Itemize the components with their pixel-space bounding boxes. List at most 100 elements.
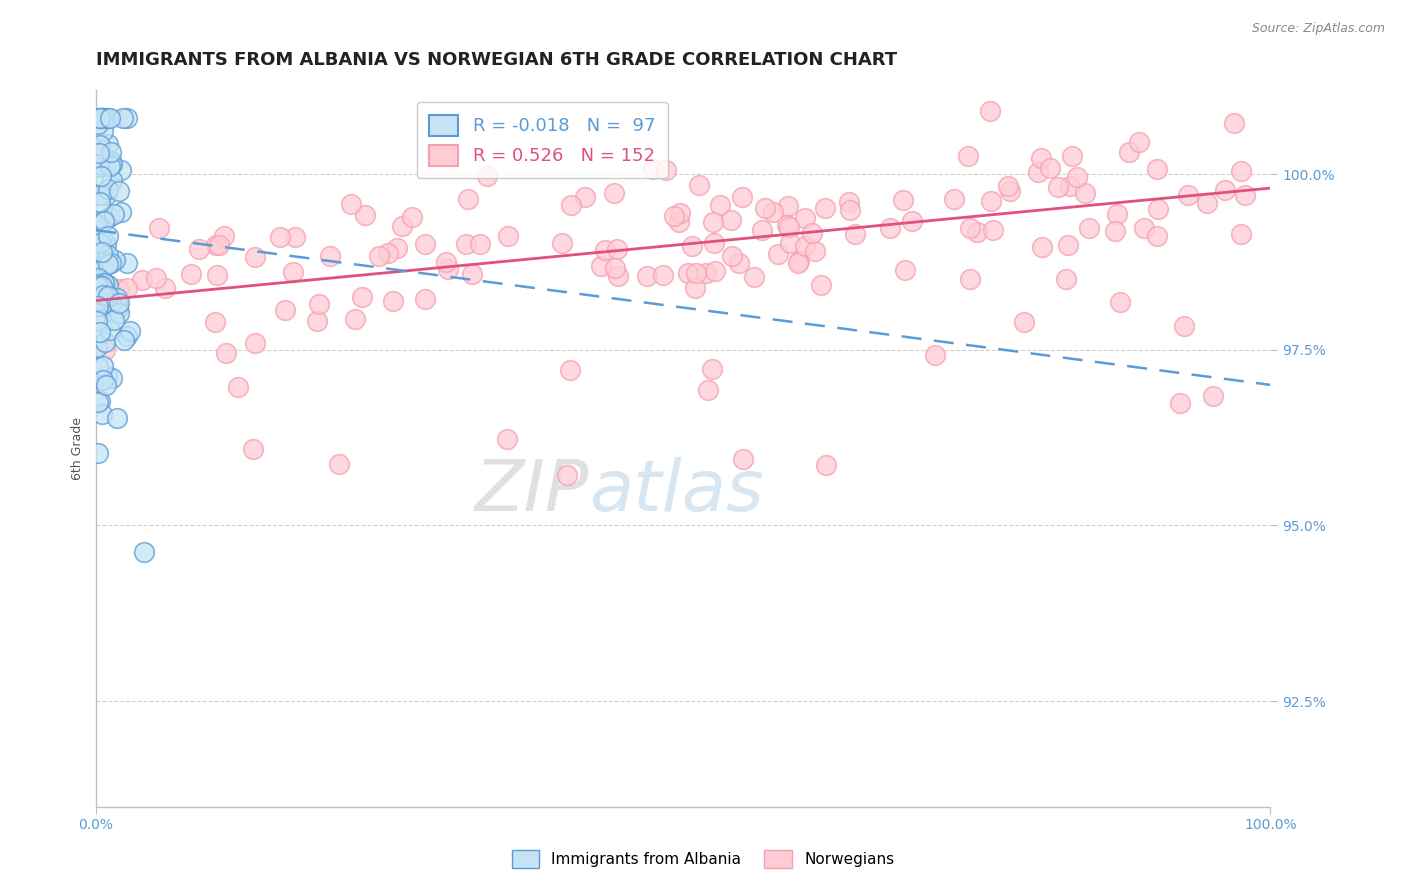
Point [96, 111, 118, 125]
Point [98, 323, 121, 337]
Point [1168, 396, 1191, 410]
Point [794, 239, 817, 253]
Point [91, 123, 114, 137]
Legend: Immigrants from Albania, Norwegians: Immigrants from Albania, Norwegians [506, 844, 900, 873]
Point [107, 184, 129, 198]
Point [91, 288, 114, 302]
Point [979, 103, 1001, 118]
Point [457, 192, 479, 206]
Point [762, 204, 785, 219]
Point [702, 214, 724, 228]
Point [87, 160, 110, 174]
Point [107, 296, 129, 310]
Point [695, 266, 717, 280]
Point [340, 197, 363, 211]
Point [308, 297, 330, 311]
Point [700, 362, 723, 376]
Point [813, 201, 835, 215]
Point [437, 261, 460, 276]
Point [636, 269, 658, 284]
Point [86, 278, 108, 293]
Point [786, 256, 808, 270]
Point [87, 293, 110, 307]
Point [91, 230, 114, 244]
Point [1012, 315, 1035, 329]
Point [377, 246, 399, 260]
Point [86, 314, 108, 328]
Point [1026, 165, 1049, 179]
Point [87, 299, 110, 313]
Point [413, 237, 436, 252]
Point [90, 296, 112, 310]
Point [91, 263, 114, 277]
Point [814, 458, 837, 472]
Point [839, 202, 862, 217]
Point [1039, 161, 1062, 175]
Point [688, 178, 710, 192]
Point [94, 299, 117, 313]
Point [89, 188, 111, 202]
Point [558, 362, 581, 376]
Point [350, 290, 373, 304]
Point [1029, 151, 1052, 165]
Point [1229, 227, 1251, 241]
Point [91, 279, 114, 293]
Point [90, 111, 112, 125]
Point [368, 249, 391, 263]
Point [1234, 188, 1257, 202]
Point [89, 325, 111, 339]
Point [1105, 206, 1128, 220]
Point [956, 149, 979, 163]
Point [112, 111, 135, 125]
Point [86, 340, 108, 354]
Point [242, 442, 264, 456]
Point [98, 287, 121, 301]
Point [1118, 145, 1140, 159]
Point [110, 163, 132, 178]
Point [959, 271, 981, 285]
Point [148, 220, 170, 235]
Point [97, 182, 120, 196]
Point [243, 336, 266, 351]
Point [381, 293, 404, 308]
Text: Source: ZipAtlas.com: Source: ZipAtlas.com [1251, 22, 1385, 36]
Point [105, 411, 128, 425]
Point [103, 207, 125, 221]
Point [731, 452, 754, 467]
Point [606, 242, 628, 256]
Point [228, 380, 250, 394]
Point [207, 268, 229, 283]
Point [1104, 223, 1126, 237]
Point [643, 162, 665, 177]
Text: ZIP: ZIP [475, 457, 589, 525]
Point [879, 220, 901, 235]
Point [793, 211, 815, 226]
Point [131, 273, 153, 287]
Y-axis label: 6th Grade: 6th Grade [72, 417, 84, 480]
Point [187, 242, 209, 256]
Point [153, 281, 176, 295]
Point [91, 314, 114, 328]
Point [1077, 220, 1099, 235]
Point [284, 230, 307, 244]
Point [305, 314, 328, 328]
Point [110, 204, 132, 219]
Point [91, 111, 114, 125]
Point [900, 214, 922, 228]
Point [924, 348, 946, 362]
Point [93, 213, 115, 227]
Point [98, 210, 121, 224]
Point [495, 432, 517, 446]
Point [90, 169, 112, 183]
Point [89, 394, 111, 409]
Point [86, 240, 108, 254]
Point [778, 220, 800, 235]
Point [96, 368, 118, 383]
Point [91, 244, 114, 259]
Point [101, 371, 124, 385]
Point [1195, 196, 1218, 211]
Point [86, 117, 108, 131]
Point [204, 315, 226, 329]
Point [1059, 179, 1081, 194]
Text: IMMIGRANTS FROM ALBANIA VS NORWEGIAN 6TH GRADE CORRELATION CHART: IMMIGRANTS FROM ALBANIA VS NORWEGIAN 6TH… [96, 51, 897, 69]
